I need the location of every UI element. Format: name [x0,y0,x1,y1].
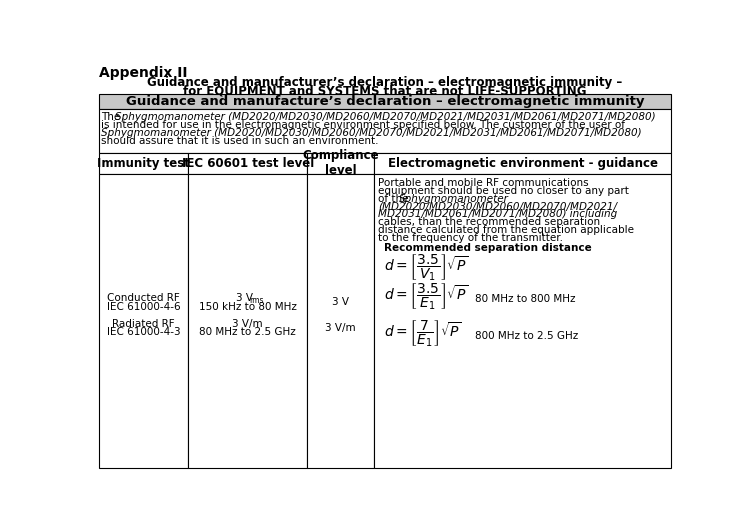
Text: $d = \left[\dfrac{3.5}{E_1}\right]\sqrt{P}$: $d = \left[\dfrac{3.5}{E_1}\right]\sqrt{… [384,281,468,313]
Text: 3 V: 3 V [236,294,253,304]
Text: Appendix II: Appendix II [98,66,187,80]
Bar [98,174,189,469]
Text: IEC 61000-4-3: IEC 61000-4-3 [107,327,180,337]
Text: cables, than the recommended separation: cables, than the recommended separation [379,217,601,227]
Text: is intended for use in the electromagnetic environment specified below. The cust: is intended for use in the electromagnet… [101,120,625,130]
Text: Immunity test: Immunity test [97,157,190,170]
Text: rms: rms [249,296,264,305]
Bar [307,152,375,174]
Text: MD2031/MD2061/MD2071/MD2080) including: MD2031/MD2061/MD2071/MD2080) including [379,209,617,219]
Bar [98,94,671,110]
Text: $d = \left[\dfrac{7}{E_1}\right]\sqrt{P}$: $d = \left[\dfrac{7}{E_1}\right]\sqrt{P}… [384,319,461,349]
Text: Sphygmomanometer (MD2020/MD2030/MD2060/MD2070/MD2021/MD2031/MD2061/MD2071/MD2080: Sphygmomanometer (MD2020/MD2030/MD2060/M… [115,112,656,122]
Bar [189,152,307,174]
Bar [375,152,671,174]
Bar [307,174,375,469]
Text: Sphygmomanometer (MD2020/MD2030/MD2060/MD2070/MD2021/MD2031/MD2061/MD2071/MD2080: Sphygmomanometer (MD2020/MD2030/MD2060/M… [101,128,641,138]
Text: distance calculated from the equation applicable: distance calculated from the equation ap… [379,225,635,235]
Bar [189,174,307,469]
Bar [98,110,671,152]
Bar [375,174,671,469]
Text: Conducted RF: Conducted RF [107,294,179,304]
Text: Electromagnetic environment - guidance: Electromagnetic environment - guidance [388,157,658,170]
Text: to the frequency of the transmitter.: to the frequency of the transmitter. [379,233,563,243]
Text: should assure that it is used in such an environment.: should assure that it is used in such an… [101,136,379,146]
Text: of the: of the [379,194,412,203]
Text: Guidance and manufacture’s declaration – electromagnetic immunity: Guidance and manufacture’s declaration –… [125,95,644,108]
Text: $d = \left[\dfrac{3.5}{V_1}\right]\sqrt{P}$: $d = \left[\dfrac{3.5}{V_1}\right]\sqrt{… [384,252,468,283]
Text: 3 V/m: 3 V/m [232,319,263,329]
Text: The: The [101,112,123,122]
Bar [98,152,189,174]
Text: 3 V/m: 3 V/m [325,323,356,333]
Text: 800 MHz to 2.5 GHz: 800 MHz to 2.5 GHz [475,331,578,341]
Text: 3 V: 3 V [332,297,349,307]
Text: for EQUIPMENT and SYSTEMS that are not LIFE-SUPPORTING: for EQUIPMENT and SYSTEMS that are not L… [183,84,587,97]
Text: Sphygmomanometer: Sphygmomanometer [399,194,508,203]
Text: (MD2020/MD2030/MD2060/MD2070/MD2021/: (MD2020/MD2030/MD2060/MD2070/MD2021/ [379,201,617,211]
Text: equipment should be used no closer to any part: equipment should be used no closer to an… [379,186,629,196]
Text: Recommended separation distance: Recommended separation distance [384,243,592,253]
Text: Radiated RF: Radiated RF [112,319,175,329]
Text: IEC 61000-4-6: IEC 61000-4-6 [107,302,180,312]
Text: Compliance
level: Compliance level [303,149,379,178]
Text: Guidance and manufacturer’s declaration – electromagnetic immunity –: Guidance and manufacturer’s declaration … [147,75,623,89]
Text: IEC 60601 test level: IEC 60601 test level [182,157,314,170]
Text: 150 kHz to 80 MHz: 150 kHz to 80 MHz [199,302,297,312]
Text: 80 MHz to 800 MHz: 80 MHz to 800 MHz [475,294,576,304]
Text: 80 MHz to 2.5 GHz: 80 MHz to 2.5 GHz [199,327,296,337]
Text: Portable and mobile RF communications: Portable and mobile RF communications [379,178,589,188]
